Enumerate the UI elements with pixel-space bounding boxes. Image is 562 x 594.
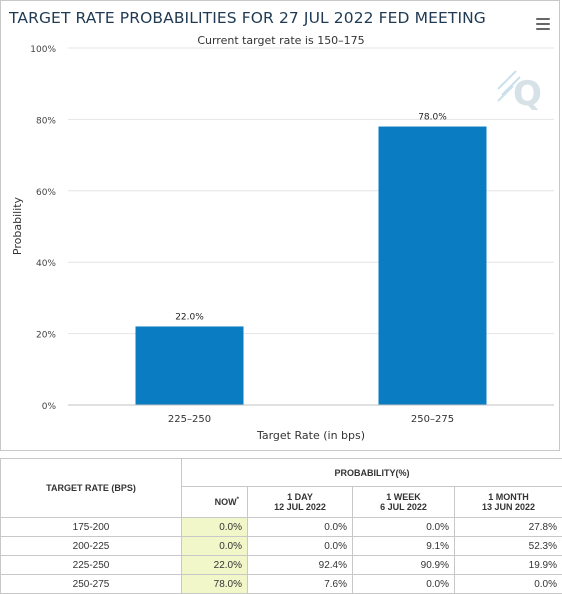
chart-panel: TARGET RATE PROBABILITIES FOR 27 JUL 202… [0,0,560,451]
table-row: 200-225 0.0% 0.0% 9.1% 52.3% [1,537,562,556]
y-tick-label: 100% [30,45,56,55]
bar-250–275[interactable] [379,127,487,405]
rate-cell: 175-200 [1,518,182,537]
y-tick-label: 60% [36,188,56,198]
now-cell: 22.0% [182,556,248,575]
one-week-cell: 0.0% [353,575,455,594]
svg-text:Q: Q [513,74,542,114]
probability-header: PROBABILITY(%) [182,459,562,487]
target-rate-header: TARGET RATE (BPS) [1,459,182,518]
one-day-cell: 92.4% [248,556,353,575]
one-day-cell: 0.0% [248,518,353,537]
one-month-cell: 0.0% [455,575,562,594]
table-row: 225-250 22.0% 92.4% 90.9% 19.9% [1,556,562,575]
rate-cell: 200-225 [1,537,182,556]
one-week-cell: 9.1% [353,537,455,556]
x-tick-label: 225–250 [168,414,211,425]
y-tick-label: 80% [36,116,56,126]
data-label: 22.0% [175,312,204,322]
bar-chart: Q 0% 20% 40% 60% 80% 100% 225–250 250–275 22.0… [1,1,561,452]
now-cell: 0.0% [182,537,248,556]
one-week-cell: 90.9% [353,556,455,575]
probability-table: TARGET RATE (BPS) PROBABILITY(%) NOW* 1 … [0,458,562,594]
y-tick-label: 0% [42,402,57,412]
rate-cell: 250-275 [1,575,182,594]
table-row: 175-200 0.0% 0.0% 0.0% 27.8% [1,518,562,537]
x-axis-title: Target Rate (in bps) [256,429,365,442]
y-tick-label: 40% [36,259,56,269]
x-tick-label: 250–275 [411,414,454,425]
one-month-cell: 19.9% [455,556,562,575]
now-header: NOW* [182,487,248,518]
bar-225–250[interactable] [136,326,244,405]
now-footnote-mark: * [237,497,239,503]
one-day-cell: 7.6% [248,575,353,594]
probability-table-container: TARGET RATE (BPS) PROBABILITY(%) NOW* 1 … [0,458,562,594]
one-month-cell: 52.3% [455,537,562,556]
one-day-cell: 0.0% [248,537,353,556]
one-month-cell: 27.8% [455,518,562,537]
y-tick-label: 20% [36,331,56,341]
now-cell: 78.0% [182,575,248,594]
now-cell: 0.0% [182,518,248,537]
rate-cell: 225-250 [1,556,182,575]
table-row: 250-275 78.0% 7.6% 0.0% 0.0% [1,575,562,594]
quikstrike-logo-icon: Q [498,71,542,114]
one-week-cell: 0.0% [353,518,455,537]
data-label: 78.0% [418,113,447,123]
y-axis-title: Probability [11,196,24,255]
